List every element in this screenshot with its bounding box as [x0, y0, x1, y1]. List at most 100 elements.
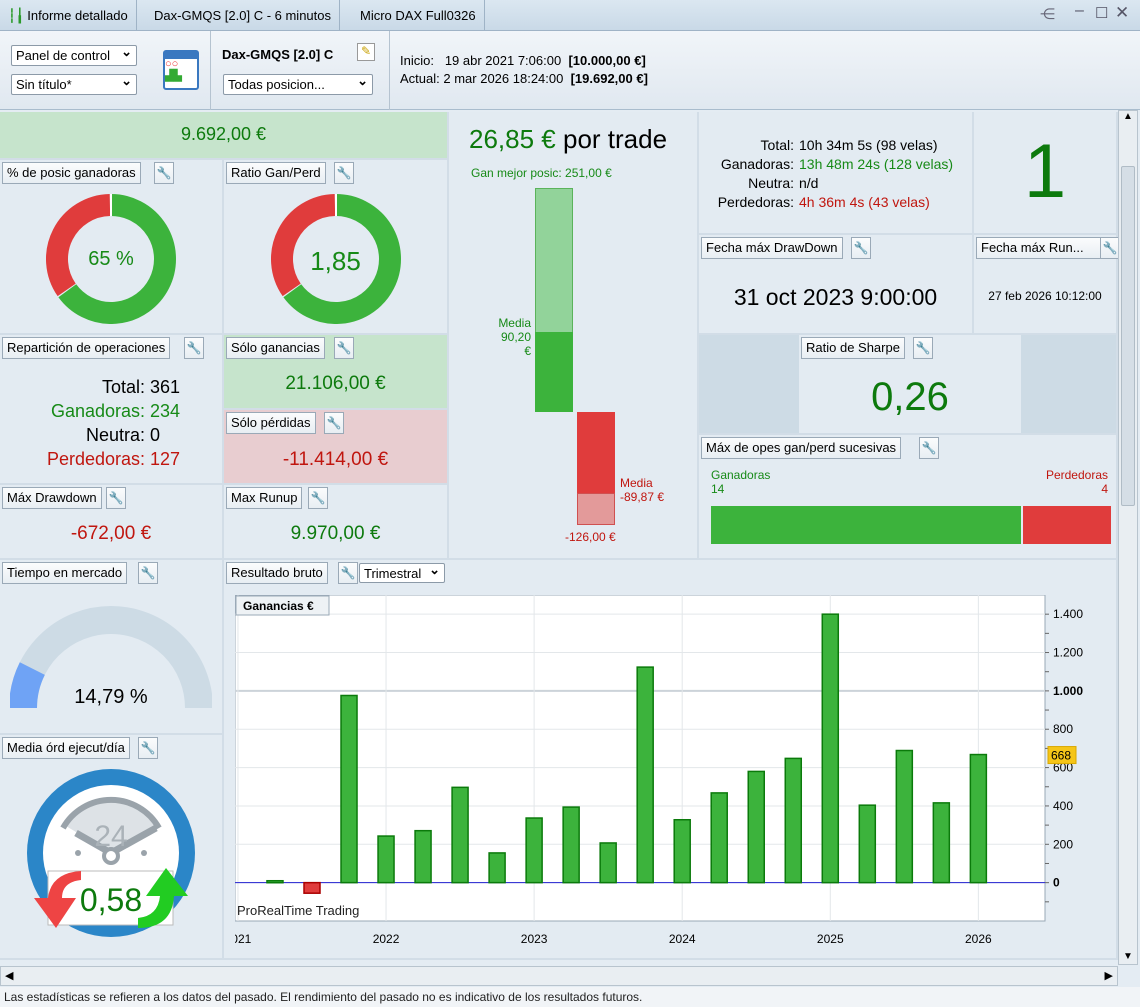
time-in-market-gauge: [10, 606, 212, 709]
worst-trade-bar: [577, 493, 615, 525]
start-info: Inicio: 19 abr 2021 7:06:00 [10.000,00 €…: [400, 53, 646, 68]
ratio-panel: Ratio Gan/Perd 🔧 1,85: [224, 160, 449, 335]
x-tick-label: 2021: [235, 932, 252, 946]
max-dd-date-title: Fecha máx DrawDown: [701, 237, 843, 259]
chart-title: Ganancias €: [243, 599, 314, 613]
horizontal-scrollbar[interactable]: ◀ ▶: [0, 966, 1118, 986]
avg-win-bar: [535, 332, 573, 412]
tab-system[interactable]: Dax-GMQS [2.0] C - 6 minutos: [146, 0, 340, 31]
distribution-label: Neutra:: [85, 425, 145, 445]
bar: [451, 786, 469, 884]
bar: [784, 757, 803, 884]
wrench-icon[interactable]: 🔧: [138, 562, 158, 584]
vertical-scrollbar[interactable]: ▲ ▼: [1118, 110, 1138, 965]
clock-number: 24: [94, 820, 128, 853]
gauge-fill: [10, 662, 46, 709]
consecutive-win-bar: [711, 506, 1021, 544]
current-info: Actual: 2 mar 2026 18:24:00 [19.692,00 €…: [400, 71, 648, 86]
tab-instrument[interactable]: Micro DAX Full0326: [352, 0, 485, 31]
edit-pencil-icon[interactable]: ✎: [357, 43, 375, 61]
watermark: ProRealTime Trading: [237, 903, 359, 918]
wrench-icon[interactable]: 🔧: [334, 337, 354, 359]
duration-label: Ganadoras:: [720, 156, 794, 172]
wrench-icon[interactable]: 🔧: [106, 487, 126, 509]
distribution-label: Total:: [101, 377, 145, 397]
last-value-label: 668: [1051, 749, 1071, 763]
x-tick-label: 2023: [521, 932, 548, 946]
loss-arc: [271, 194, 336, 297]
view-select[interactable]: Panel de control: [11, 42, 137, 66]
orders-per-day-value: 0,58: [79, 882, 143, 918]
gains-only-value: 21.106,00 €: [285, 373, 386, 394]
max-drawdown-panel: Máx Drawdown 🔧 -672,00 €: [0, 485, 224, 560]
time-in-market-title: Tiempo en mercado: [2, 562, 128, 584]
scroll-down-icon[interactable]: ▼: [1123, 951, 1133, 962]
y-tick-label: 200: [1053, 837, 1073, 851]
wrench-icon[interactable]: 🔧: [334, 162, 354, 184]
bar: [636, 666, 654, 884]
last-value-badge: [1047, 746, 1077, 765]
wrench-icon[interactable]: 🔧: [138, 737, 158, 759]
gains-only-panel: Sólo ganancias 🔧 21.106,00 €: [224, 335, 449, 410]
bar: [488, 852, 506, 884]
wrench-icon[interactable]: 🔧: [851, 237, 871, 259]
wrench-icon[interactable]: 🔧: [919, 437, 939, 459]
wrench-icon[interactable]: 🔧: [324, 412, 344, 434]
close-icon[interactable]: ✕: [1115, 3, 1130, 22]
result-chart: 0 200 400 600 800 1.000 1.200 1.400 2021 2022 2023…: [235, 595, 1083, 946]
system-name: Dax-GMQS [2.0] C: [222, 47, 334, 62]
distribution-value: 361: [150, 377, 181, 397]
distribution-value: 0: [150, 425, 161, 445]
duration-label: Perdedoras:: [717, 194, 794, 210]
per-trade-panel: 26,85 € por trade Gan mejor posic: 251,0…: [449, 112, 699, 560]
consecutive-panel: Máx de opes gan/perd sucesivas 🔧 Ganador…: [699, 435, 1118, 560]
y-tick-label: 0: [1053, 876, 1060, 890]
minimize-icon[interactable]: –: [1075, 2, 1084, 19]
candlestick-icon: ┆╽: [8, 8, 24, 23]
share-icon[interactable]: ⋲: [1040, 6, 1055, 23]
scroll-up-icon[interactable]: ▲: [1123, 111, 1133, 122]
avg-win-label: Media 90,20 €: [498, 316, 531, 358]
wrench-icon[interactable]: 🔧: [154, 162, 174, 184]
wrench-icon[interactable]: 🔧: [308, 487, 328, 509]
distribution-label: Perdedoras:: [46, 449, 145, 469]
duration-row: Ganadoras: 13h 48m 24s (128 velas): [699, 155, 969, 174]
x-tick-label: 2025: [817, 932, 844, 946]
x-tick-label: 2024: [669, 932, 696, 946]
x-tick-label: 2022: [373, 932, 400, 946]
orders-per-day-title: Media órd ejecut/día: [2, 737, 130, 759]
duration-value: n/d: [799, 175, 819, 191]
winners-pct-panel: % de posic ganadoras 🔧 65 %: [0, 160, 224, 335]
name-select[interactable]: Sin título*: [11, 71, 137, 95]
consecutive-title: Máx de opes gan/perd sucesivas: [701, 437, 902, 459]
max-runup-date-title: Fecha máx Run...: [976, 237, 1102, 259]
bar: [821, 613, 840, 884]
max-runup-date-value: 27 feb 2026 10:12:00: [988, 289, 1102, 303]
wrench-icon[interactable]: 🔧: [913, 337, 933, 359]
duration-value: 13h 48m 24s (128 velas): [799, 156, 954, 172]
tab-detailed-report[interactable]: ┆╽ Informe detallado: [0, 0, 137, 31]
ratio-donut: [271, 194, 401, 324]
chart-title-box: [235, 595, 330, 616]
duration-label: Neutra:: [748, 175, 794, 191]
wrench-icon[interactable]: 🔧: [338, 562, 358, 584]
positions-select[interactable]: Todas posicion...: [223, 71, 373, 95]
period-select[interactable]: Trimestral: [359, 560, 445, 583]
result-title: Resultado bruto: [226, 562, 328, 584]
max-runup-title: Max Runup: [226, 487, 303, 509]
maximize-icon[interactable]: ☐: [1095, 5, 1109, 22]
wrench-icon[interactable]: 🔧: [1100, 237, 1120, 259]
bar: [895, 749, 914, 884]
report-settings-icon[interactable]: ○○ ▟▙: [163, 50, 199, 90]
scroll-right-icon[interactable]: ▶: [1104, 970, 1113, 982]
sharpe-value: 0,26: [871, 375, 949, 419]
wrench-icon[interactable]: 🔧: [184, 337, 204, 359]
down-arrow-icon: [34, 871, 81, 928]
vertical-scroll-thumb[interactable]: [1121, 166, 1135, 506]
scroll-left-icon[interactable]: ◀: [5, 970, 14, 982]
bar: [340, 694, 358, 884]
winners-pct-title: % de posic ganadoras: [2, 162, 141, 184]
result-panel: Resultado bruto 🔧 Trimestral 0 200 400 600 8…: [224, 560, 1118, 960]
bar: [414, 829, 432, 884]
sharpe-panel: Ratio de Sharpe 🔧 0,26: [699, 335, 1118, 435]
